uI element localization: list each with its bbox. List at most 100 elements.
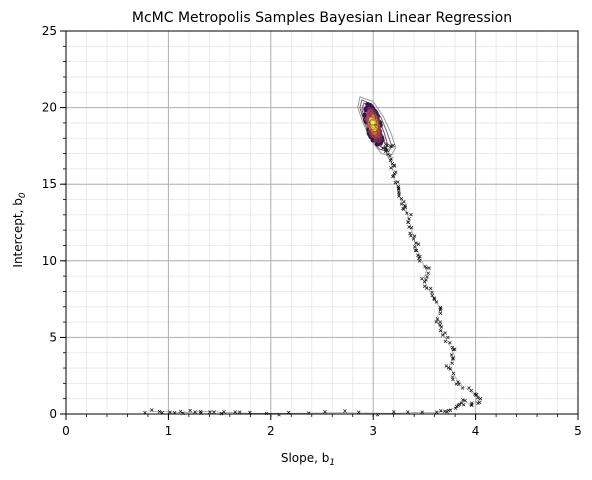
trace-sample-marker xyxy=(478,397,483,401)
trace-sample-marker xyxy=(401,206,405,211)
y-tick-label: 20 xyxy=(42,101,57,115)
trace-sample-marker xyxy=(237,410,242,414)
axes: 0 1 2 3 4 5 0 5 10 15 20 25 xyxy=(42,24,582,438)
trace-sample-marker xyxy=(403,203,407,208)
trace-sample-marker xyxy=(233,410,238,414)
trace-sample-marker xyxy=(411,237,416,241)
trace-sample-marker xyxy=(456,380,460,384)
trace-sample-marker xyxy=(435,317,440,321)
trace-sample-marker xyxy=(264,411,269,416)
trace-sample-marker xyxy=(453,406,458,410)
plot-frame xyxy=(65,30,579,415)
trace-sample-marker xyxy=(286,410,291,415)
trace-sample-marker xyxy=(454,404,459,409)
trace-sample-marker xyxy=(428,286,433,291)
trace-sample-marker xyxy=(388,144,393,149)
burn-in-trace xyxy=(143,139,483,417)
trace-sample-marker xyxy=(406,410,410,414)
trace-sample-marker xyxy=(389,157,393,161)
trace-sample-marker xyxy=(476,401,480,406)
trace-sample-marker xyxy=(434,320,438,324)
trace-sample-marker xyxy=(450,361,454,366)
y-tick-label: 15 xyxy=(42,177,57,191)
trace-sample-marker xyxy=(409,212,413,217)
trace-sample-marker xyxy=(248,410,252,415)
posterior-contour xyxy=(357,96,397,156)
trace-sample-marker xyxy=(208,410,212,414)
trace-sample-marker xyxy=(188,408,192,413)
trace-sample-marker xyxy=(198,409,203,414)
trace-sample-marker xyxy=(407,217,411,221)
trace-sample-marker xyxy=(385,148,389,152)
trace-sample-marker xyxy=(393,180,398,185)
trace-sample-marker xyxy=(414,248,419,253)
posterior-samples xyxy=(362,101,385,147)
y-tick-label: 5 xyxy=(49,330,57,344)
trace-sample-marker xyxy=(402,199,406,204)
y-axis-label-subscript: 0 xyxy=(18,192,28,198)
trace-sample-marker xyxy=(193,410,197,414)
trace-sample-marker xyxy=(422,284,427,288)
trace-sample-marker xyxy=(409,233,413,238)
trace-sample-marker xyxy=(424,278,428,282)
trace-sample-marker xyxy=(438,323,442,327)
trace-sample-marker xyxy=(390,161,395,166)
trace-sample-marker xyxy=(459,401,464,405)
trace-sample-marker xyxy=(407,225,411,229)
trace-sample-marker xyxy=(416,242,421,246)
trace-sample-marker xyxy=(450,345,455,350)
trace-sample-marker xyxy=(461,398,465,402)
trace-sample-marker xyxy=(391,143,395,148)
trace-sample-marker xyxy=(438,328,443,333)
posterior-sample-point xyxy=(370,124,376,130)
trace-sample-marker xyxy=(451,347,456,352)
trace-sample-marker xyxy=(457,402,461,407)
trace-sample-marker xyxy=(457,382,461,387)
trace-sample-marker xyxy=(420,276,424,281)
trace-sample-marker xyxy=(390,174,395,179)
trace-sample-marker xyxy=(448,367,453,371)
trace-sample-marker xyxy=(439,306,443,311)
trace-sample-marker xyxy=(416,253,420,258)
trace-sample-marker xyxy=(178,409,183,414)
trace-sample-marker xyxy=(451,357,455,361)
trace-sample-marker xyxy=(461,403,466,407)
trace-sample-marker xyxy=(449,353,454,357)
trace-sample-marker xyxy=(476,395,480,400)
trace-sample-marker xyxy=(343,409,347,413)
trace-sample-marker xyxy=(418,254,422,259)
trace-sample-marker xyxy=(389,166,393,170)
trace-sample-marker xyxy=(396,180,400,184)
trace-sample-marker xyxy=(440,333,445,337)
y-tick-label: 10 xyxy=(42,254,57,268)
trace-sample-marker xyxy=(467,386,471,390)
trace-sample-marker xyxy=(393,170,398,174)
x-tick-label: 4 xyxy=(472,424,480,438)
trace-sample-marker xyxy=(386,152,390,157)
trace-sample-marker xyxy=(222,410,226,414)
trace-sample-marker xyxy=(469,403,474,407)
trace-sample-marker xyxy=(451,356,455,360)
trace-sample-marker xyxy=(414,241,418,245)
trace-sample-marker xyxy=(406,220,410,224)
trace-sample-marker xyxy=(150,408,154,412)
trace-sample-marker xyxy=(426,271,430,276)
grid-lines xyxy=(65,30,579,415)
trace-sample-marker xyxy=(432,296,436,300)
trace-sample-marker xyxy=(397,190,401,194)
trace-sample-marker xyxy=(408,231,412,236)
y-tick-label: 25 xyxy=(42,24,57,38)
trace-sample-marker xyxy=(473,392,477,396)
y-axis-label: Intercept, b0 xyxy=(11,192,28,267)
trace-sample-marker xyxy=(392,410,396,414)
trace-sample-marker xyxy=(425,275,429,279)
trace-sample-marker xyxy=(443,331,447,335)
trace-sample-marker xyxy=(438,305,443,310)
trace-sample-marker xyxy=(448,408,453,413)
y-axis-label-text: Intercept, b xyxy=(11,198,25,267)
trace-sample-marker xyxy=(439,325,444,329)
trace-sample-marker xyxy=(446,366,451,370)
trace-sample-marker xyxy=(450,375,455,379)
trace-sample-marker xyxy=(409,225,414,230)
